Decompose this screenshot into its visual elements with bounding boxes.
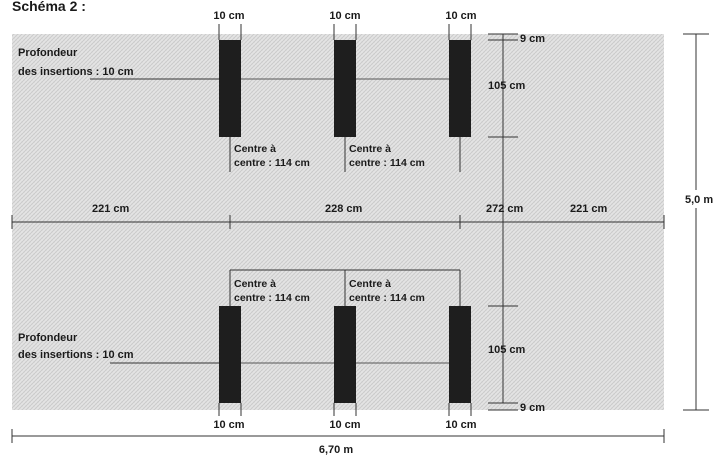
top-center-dims: Centre à centre : 114 cm Centre à centre… xyxy=(229,137,461,172)
dim-top-margin-label: 9 cm xyxy=(520,33,545,45)
top-center-label-2-line1: Centre à xyxy=(349,143,391,155)
bottom-center-label-2-line1: Centre à xyxy=(349,278,391,290)
post-bottom-2 xyxy=(334,306,356,403)
dim-top-post-label: 105 cm xyxy=(488,80,526,92)
top-center-label-1-line2: centre : 114 cm xyxy=(234,157,310,169)
top-center-label-1-line1: Centre à xyxy=(234,143,276,155)
dim-left-label: 221 cm xyxy=(92,203,130,215)
total-height-dimension: 5,0 m xyxy=(683,33,718,411)
top-width-label-1: 10 cm xyxy=(213,10,244,22)
dim-bottom-post-label: 105 cm xyxy=(488,344,526,356)
diagram-title: Schéma 2 : xyxy=(12,0,86,14)
post-top-1 xyxy=(219,40,241,137)
post-bottom-1 xyxy=(219,306,241,403)
dim-right-label: 221 cm xyxy=(570,203,608,215)
top-depth-label-line2: des insertions : 10 cm xyxy=(18,66,134,78)
bottom-center-dims: Centre à centre : 114 cm Centre à centre… xyxy=(229,269,461,306)
post-top-2 xyxy=(334,40,356,137)
top-center-label-2-line2: centre : 114 cm xyxy=(349,157,425,169)
horizontal-dimension: 221 cm 228 cm 221 cm xyxy=(11,203,665,229)
post-top-3 xyxy=(449,40,471,137)
post-bottom-3 xyxy=(449,306,471,403)
bottom-center-label-1-line1: Centre à xyxy=(234,278,276,290)
bottom-width-label-1: 10 cm xyxy=(213,419,244,431)
bottom-depth-label-line1: Profondeur xyxy=(18,332,78,344)
bottom-depth-label-line2: des insertions : 10 cm xyxy=(18,349,134,361)
total-width-label: 6,70 m xyxy=(319,444,353,456)
vertical-dimension: 9 cm 105 cm 272 cm 105 cm 9 cm xyxy=(486,33,545,414)
bottom-width-label-3: 10 cm xyxy=(445,419,476,431)
bottom-width-label-2: 10 cm xyxy=(329,419,360,431)
total-height-label: 5,0 m xyxy=(685,194,713,206)
dim-middle-label: 228 cm xyxy=(325,203,363,215)
total-width-dimension: 6,70 m xyxy=(11,429,665,456)
bottom-width-dims: 10 cm 10 cm 10 cm xyxy=(213,403,477,431)
top-width-label-3: 10 cm xyxy=(445,10,476,22)
bottom-center-label-2-line2: centre : 114 cm xyxy=(349,292,425,304)
top-width-dims: 10 cm 10 cm 10 cm xyxy=(213,10,477,40)
bottom-center-label-1-line2: centre : 114 cm xyxy=(234,292,310,304)
top-width-label-2: 10 cm xyxy=(329,10,360,22)
dim-bottom-margin-label: 9 cm xyxy=(520,402,545,414)
dim-center-label: 272 cm xyxy=(486,203,524,215)
top-depth-label-line1: Profondeur xyxy=(18,47,78,59)
